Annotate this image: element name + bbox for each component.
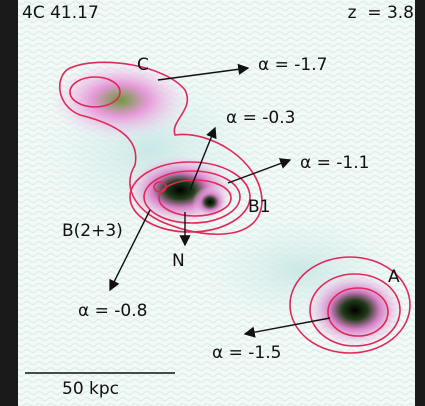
component-label: C (137, 55, 149, 75)
spectral-index: α = -1.1 (300, 153, 369, 173)
spectral-index: α = -1.5 (212, 343, 281, 363)
figure: 4C 41.17 z = 3.8 C B1 B(2+3) N A α = -1.… (0, 0, 425, 406)
spectral-index: α = -0.8 (78, 301, 147, 321)
component-label: B(2+3) (62, 221, 123, 241)
redshift: z = 3.8 (348, 3, 414, 23)
source-name: 4C 41.17 (22, 3, 99, 23)
component-label: N (172, 251, 185, 271)
component-label: A (388, 267, 400, 287)
component-b1 (192, 186, 228, 218)
spectral-index: α = -0.3 (226, 108, 295, 128)
scale-bar-label: 50 kpc (62, 379, 119, 399)
component-c (50, 60, 190, 140)
spectral-index: α = -1.7 (258, 55, 327, 75)
component-label: B1 (248, 197, 270, 217)
